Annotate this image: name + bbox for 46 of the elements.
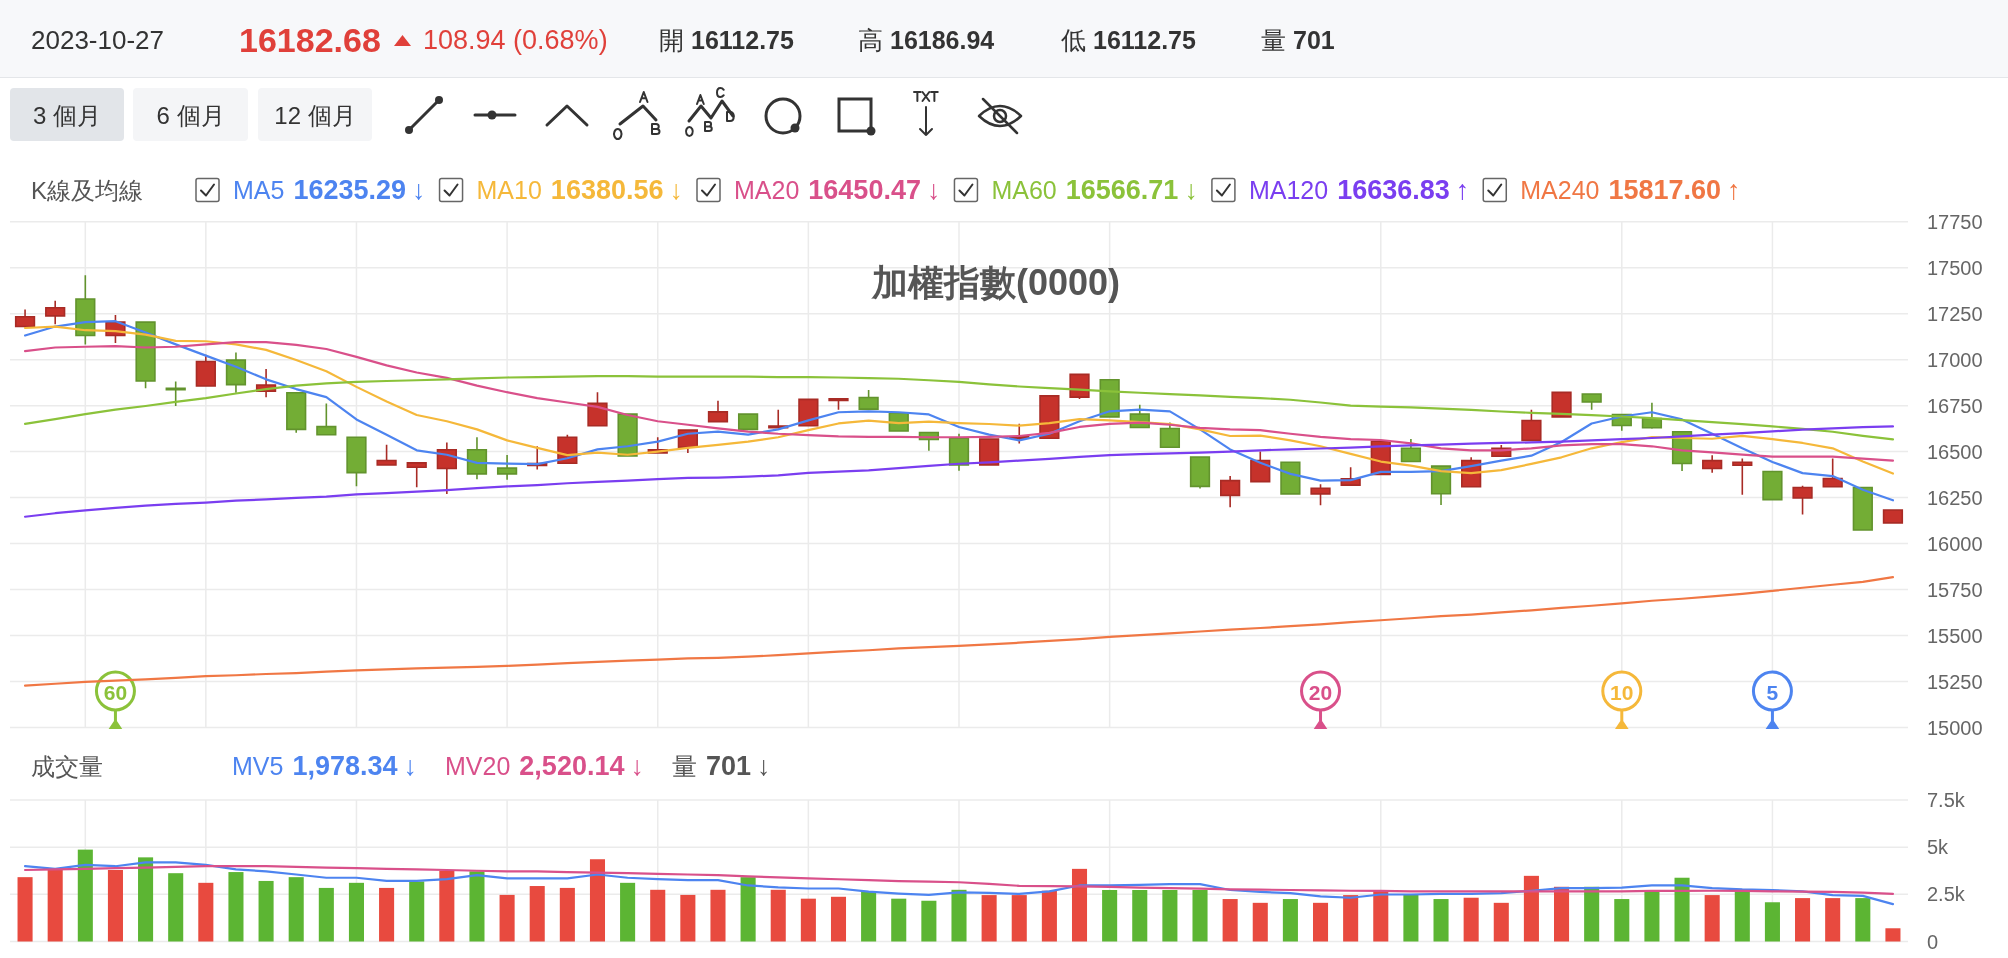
text: 108.94 (0.68%) xyxy=(423,25,608,55)
y-tick-label: 17250 xyxy=(1927,302,1983,325)
y-tick-label: 17000 xyxy=(1927,348,1983,371)
y-tick-label: 16500 xyxy=(1927,440,1983,463)
y-tick-label: 16250 xyxy=(1927,486,1983,509)
annotation: 10 xyxy=(1610,680,1634,704)
text: 2023-10-27 xyxy=(31,25,164,55)
text: 量 xyxy=(1261,26,1286,54)
text: MA60 16566.71 ↓ xyxy=(991,175,1198,205)
y-tick-label: 15750 xyxy=(1927,578,1983,601)
text: 6 個月 xyxy=(156,101,225,129)
y-tick-label: 15000 xyxy=(1927,716,1983,739)
y-tick-label: 15250 xyxy=(1927,670,1983,693)
text: MV5 1,978.34 ↓ xyxy=(232,751,418,781)
legend-title: 成交量 xyxy=(31,752,103,780)
text: 16112.75 xyxy=(691,26,794,54)
y-tick-label: 16000 xyxy=(1927,532,1983,555)
annotation: 5 xyxy=(1766,680,1779,704)
text: MA120 16636.83 ↑ xyxy=(1248,175,1470,205)
text: 16182.68 xyxy=(239,21,381,59)
y-tick-label: 17750 xyxy=(1927,210,1983,233)
y-tick-label: 2.5k xyxy=(1927,883,1966,906)
y-tick-label: 7.5k xyxy=(1927,789,1966,811)
text: 低 xyxy=(1061,26,1086,54)
text: 3 個月 xyxy=(32,101,102,129)
annotation: 60 xyxy=(103,680,128,704)
text: MA5 16235.29 ↓ xyxy=(233,175,426,205)
text: 12 個月 xyxy=(274,101,356,129)
text: 701 xyxy=(1293,26,1335,54)
text: MA10 16380.56 ↓ xyxy=(476,175,683,205)
annotation: 20 xyxy=(1308,680,1333,704)
y-tick-label: 15500 xyxy=(1927,624,1983,647)
text: 高 xyxy=(858,26,883,54)
text: MA240 15817.60 ↑ xyxy=(1520,175,1741,205)
legend-title: K線及均線 xyxy=(31,176,144,204)
text: 量 701 ↓ xyxy=(671,751,771,781)
text: 16186.94 xyxy=(890,26,995,54)
text: MV20 2,520.14 ↓ xyxy=(445,751,644,781)
text: 加權指數(0000) xyxy=(870,261,1121,303)
text: 開 xyxy=(659,26,684,54)
y-tick-label: 5k xyxy=(1927,836,1950,859)
text: MA20 16450.47 ↓ xyxy=(734,175,941,205)
y-tick-label: 17500 xyxy=(1927,256,1983,279)
text: 16112.75 xyxy=(1093,26,1196,54)
y-tick-label: 0 xyxy=(1927,930,1939,953)
y-tick-label: 16750 xyxy=(1927,394,1983,417)
